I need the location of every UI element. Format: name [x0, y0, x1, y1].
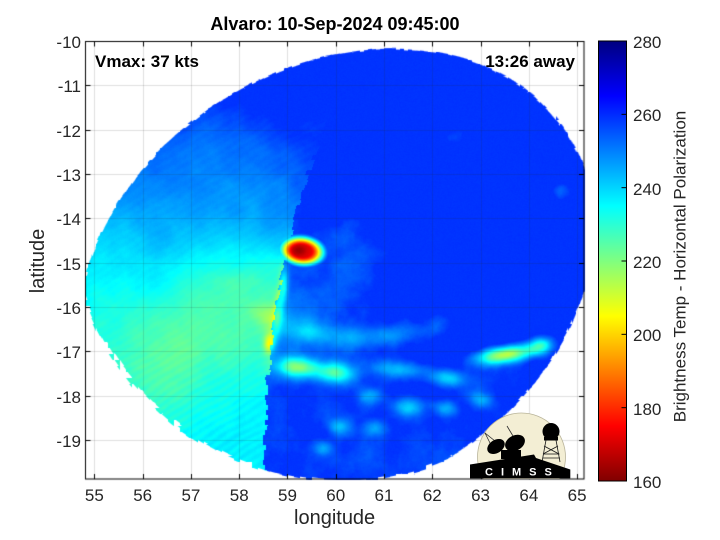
svg-text:CIMSS: CIMSS [485, 467, 560, 479]
